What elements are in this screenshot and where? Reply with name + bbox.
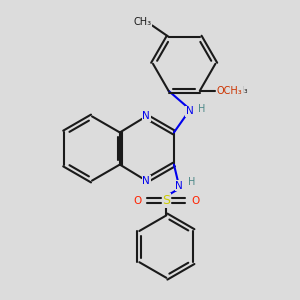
Text: CH₃: CH₃ [134,17,152,27]
Text: CH₃: CH₃ [232,86,248,95]
Text: S: S [162,194,170,207]
Text: N: N [185,106,193,116]
Text: N: N [142,111,150,122]
Text: N: N [176,181,183,191]
Text: H: H [188,177,196,188]
Text: OCH₃: OCH₃ [217,86,242,96]
Text: N: N [142,176,150,186]
Text: O: O [134,196,142,206]
Text: O: O [222,86,231,96]
Text: H: H [198,104,206,114]
Text: O: O [191,196,199,206]
